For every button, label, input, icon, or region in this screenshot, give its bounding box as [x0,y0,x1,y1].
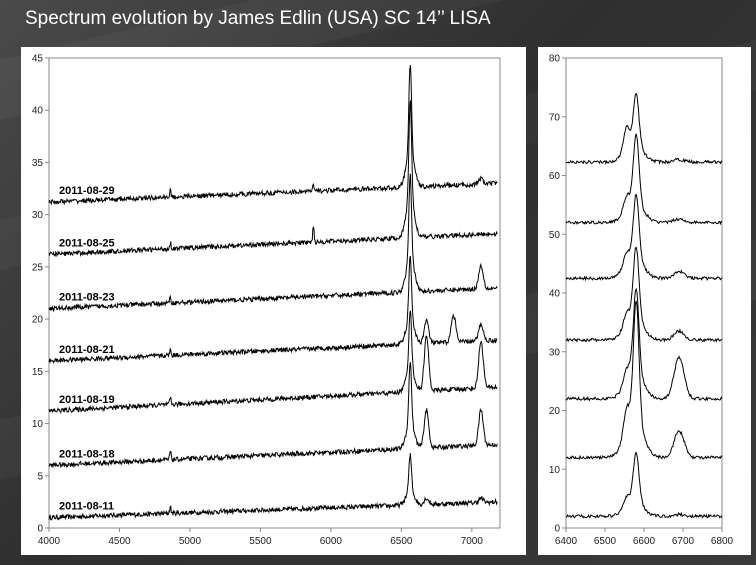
spectrum-date-label: 2011-08-19 [59,394,115,406]
halpha-profile-line-5 [565,133,723,226]
right-xtick-label: 6700 [672,536,695,547]
left-xtick-label: 6000 [320,536,343,547]
spectrum-line-2011-08-21 [48,255,498,364]
spectrum-date-label: 2011-08-21 [59,344,115,356]
right-ytick-label: 20 [549,406,561,417]
right-ytick-label: 10 [549,465,561,476]
right-xtick-label: 6400 [555,536,578,547]
left-ytick-label: 0 [37,524,43,535]
halpha-profile-line-2 [565,287,723,402]
spectrum-chart-panel: 0 5 10 15 20 25 30 35 40 45 4000 4500 5000 5500 6000 65… [21,47,526,555]
left-xtick-label: 6500 [390,536,413,547]
spectrum-date-label: 2011-08-29 [59,185,115,197]
halpha-profile-line-3 [565,246,723,343]
left-plot-frame [48,57,501,529]
spectrum-line-2011-08-25 [48,100,498,258]
right-ytick-label: 50 [549,230,561,241]
spectrum-line-2011-08-18 [48,362,498,469]
halpha-zoom-panel: 0 10 20 30 40 50 60 70 80 6400 6500 6600 6700 6800 [538,47,751,555]
halpha-profile-line-4 [565,193,723,282]
right-xtick-label: 6500 [594,536,617,547]
right-xtick-label: 6800 [711,536,734,547]
spectrum-chart: 0 5 10 15 20 25 30 35 40 45 4000 4500 5000 5500 6000 65… [32,54,501,547]
left-xtick-label: 5500 [249,536,272,547]
right-ytick-label: 80 [549,54,561,65]
spectrum-date-label: 2011-08-25 [59,237,115,249]
halpha-profile-line-0 [565,451,723,519]
left-ytick-label: 20 [32,315,44,326]
right-axes: 0 10 20 30 40 50 60 70 80 6400 6500 6600 6700 6800 [549,54,734,548]
spectrum-date-label: 2011-08-23 [59,292,115,304]
right-ytick-label: 30 [549,347,561,358]
left-xtick-label: 7000 [461,536,484,547]
spectrum-line-2011-08-11 [48,453,498,521]
left-xtick-label: 5000 [179,536,202,547]
right-ytick-label: 70 [549,112,561,123]
left-xtick-label: 4500 [108,536,131,547]
right-ytick-label: 60 [549,171,561,182]
spectrum-date-label: 2011-08-18 [59,448,115,460]
slide-title: Spectrum evolution by James Edlin (USA) … [25,8,491,29]
left-axes: 0 5 10 15 20 25 30 35 40 45 4000 4500 5000 5500 6000 65… [32,54,501,547]
left-xtick-label: 4000 [38,536,61,547]
left-ytick-label: 30 [32,210,44,221]
left-ytick-label: 40 [32,106,44,117]
right-xtick-label: 6600 [633,536,656,547]
spectrum-date-label: 2011-08-11 [59,501,114,513]
right-ytick-label: 0 [554,524,560,535]
spectrum-line-2011-08-29 [48,65,498,206]
right-ytick-label: 40 [549,289,561,300]
left-ytick-label: 10 [32,419,44,430]
left-ytick-label: 5 [37,471,43,482]
left-ytick-label: 15 [32,367,44,378]
halpha-profile-line-6 [566,92,723,166]
spectrum-line-2011-08-23 [48,173,498,313]
left-ytick-label: 25 [32,262,44,273]
halpha-profile-line-1 [565,300,723,461]
left-ytick-label: 45 [32,54,44,65]
left-ytick-label: 35 [32,158,44,169]
spectrum-line-2011-08-19 [48,310,498,415]
halpha-zoom-chart: 0 10 20 30 40 50 60 70 80 6400 6500 6600 6700 6800 [549,54,734,548]
